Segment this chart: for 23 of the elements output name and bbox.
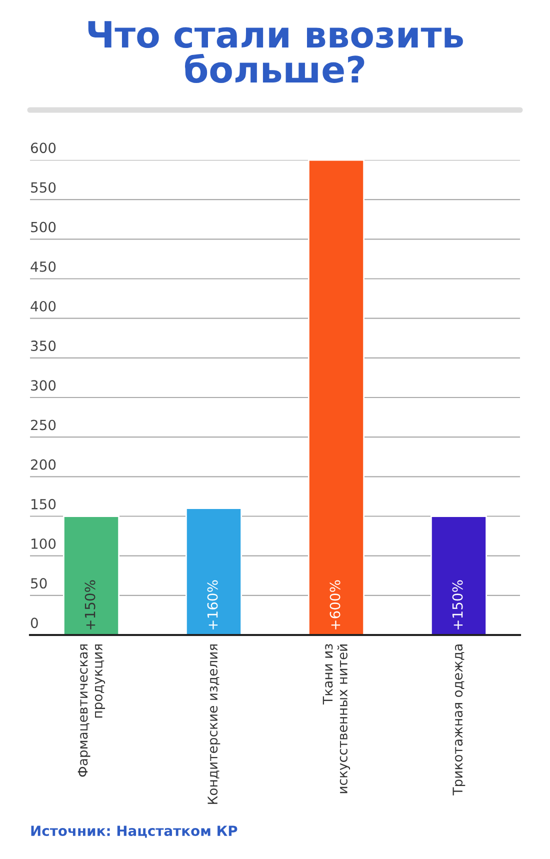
data-label: +150% <box>452 580 463 630</box>
x-tick-label: Кондитерские изделия <box>208 644 220 804</box>
y-tick-label: 100 <box>32 538 56 549</box>
chart-title: Что стали ввозить больше? <box>88 21 463 83</box>
data-label: +150% <box>84 580 96 630</box>
y-tick-label: 300 <box>31 380 56 391</box>
y-tick-label: 250 <box>31 420 56 430</box>
y-tick-label: 400 <box>30 300 56 312</box>
y-tick-label: 600 <box>30 142 56 154</box>
y-tick-label: 450 <box>30 261 56 272</box>
x-tick-label: Трикотажная одежда <box>452 644 466 796</box>
text: Источник: Нацстатком КР <box>31 826 238 838</box>
x-tick-label: Ткани из искусственных нитей <box>322 644 350 794</box>
data-label: +160% <box>207 580 218 630</box>
y-tick-label: 500 <box>31 222 56 232</box>
x-tick-label: Фармацевтическая продукция <box>78 644 106 777</box>
y-tick-label: 350 <box>31 340 56 352</box>
y-tick-label: 200 <box>31 459 56 470</box>
y-tick-label: 50 <box>31 578 47 589</box>
y-tick-label: 550 <box>31 182 56 193</box>
y-tick-label: 150 <box>32 498 56 510</box>
y-tick-label: 0 <box>30 618 38 628</box>
data-label: +600% <box>330 580 340 630</box>
